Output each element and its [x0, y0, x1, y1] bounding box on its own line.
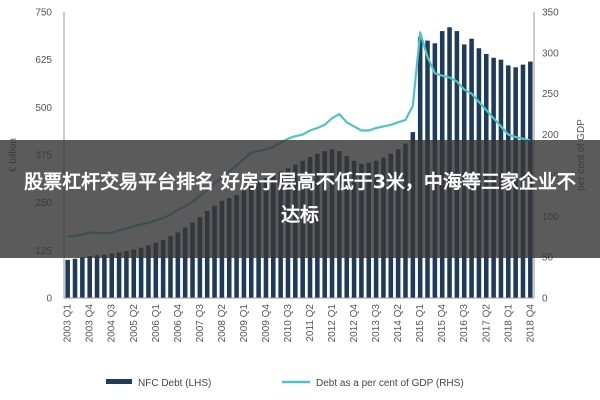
x-tick-label: 2012 Q4 — [349, 304, 360, 343]
bar-2003-q3 — [80, 257, 85, 298]
x-tick-label: 2006 Q4 — [173, 304, 184, 343]
x-tick-label: 2003 Q1 — [63, 304, 74, 343]
x-tick-label: 2007 Q3 — [195, 304, 206, 343]
legend-label-gdp-ratio: Debt as a per cent of GDP (RHS) — [316, 378, 464, 389]
bar-2007-q1 — [182, 227, 188, 298]
x-tick-label: 2015 Q1 — [415, 304, 426, 343]
x-tick-label: 2003 Q4 — [85, 304, 96, 343]
x-tick-label: 2016 Q3 — [459, 304, 470, 343]
bar-2005-q3 — [138, 247, 144, 298]
x-tick-label: 2004 Q3 — [107, 304, 118, 343]
x-tick-label: 2015 Q4 — [437, 304, 448, 343]
bar-2004-q3 — [109, 253, 115, 298]
bar-2005-q2 — [131, 249, 137, 298]
right-tick-label: 350 — [542, 8, 559, 19]
bar-2006-q1 — [153, 242, 159, 298]
x-tick-label: 2009 Q1 — [239, 304, 250, 343]
left-tick-label: 625 — [35, 55, 52, 66]
left-tick-label: 750 — [35, 8, 52, 19]
right-tick-label: 300 — [542, 48, 559, 59]
x-tick-label: 2005 Q2 — [129, 304, 140, 343]
legend-label-nfc-debt: NFC Debt (LHS) — [138, 378, 211, 389]
bar-2003-q2 — [72, 258, 78, 298]
x-tick-label: 2010 Q3 — [283, 304, 294, 343]
headline-banner: 股票杠杆交易平台排名 好房子层高不低于3米，中海等三家企业不达标 — [0, 140, 600, 258]
right-tick-label: 50 — [542, 253, 554, 264]
bar-2005-q1 — [124, 251, 129, 298]
x-tick-label: 2012 Q1 — [327, 304, 338, 343]
legend-swatch-nfc-debt — [106, 379, 132, 384]
x-tick-label: 2011 Q2 — [305, 304, 316, 342]
bar-2006-q2 — [160, 240, 166, 298]
legend: NFC Debt (LHS) Debt as a per cent of GDP … — [106, 378, 464, 389]
bar-2004-q4 — [116, 252, 122, 298]
x-tick-label: 2013 Q3 — [371, 304, 382, 343]
bar-2006-q3 — [168, 236, 173, 298]
x-tick-label: 2006 Q1 — [151, 304, 162, 343]
left-tick-label: 0 — [46, 294, 52, 305]
bar-2006-q4 — [175, 232, 181, 298]
x-tick-label: 2014 Q2 — [393, 304, 404, 343]
bar-2004-q2 — [102, 254, 107, 298]
x-tick-label: 2008 Q2 — [217, 304, 228, 343]
left-tick-label: 500 — [35, 103, 52, 114]
x-tick-label: 2009 Q4 — [261, 304, 272, 343]
right-tick-label: 200 — [542, 130, 559, 141]
bar-2003-q4 — [87, 256, 92, 298]
headline-title: 股票杠杆交易平台排名 好房子层高不低于3米，中海等三家企业不达标 — [24, 171, 576, 226]
x-tick-label: 2018 Q1 — [503, 304, 514, 343]
x-tick-label: 2018 Q4 — [525, 304, 536, 343]
x-tick-label: 2017 Q2 — [481, 304, 492, 343]
right-tick-label: 0 — [542, 294, 548, 305]
bar-2003-q1 — [65, 259, 70, 298]
bar-2007-q2 — [190, 222, 195, 298]
right-tick-label: 250 — [542, 89, 559, 100]
bar-2005-q4 — [146, 245, 151, 298]
bar-2004-q1 — [94, 255, 100, 298]
